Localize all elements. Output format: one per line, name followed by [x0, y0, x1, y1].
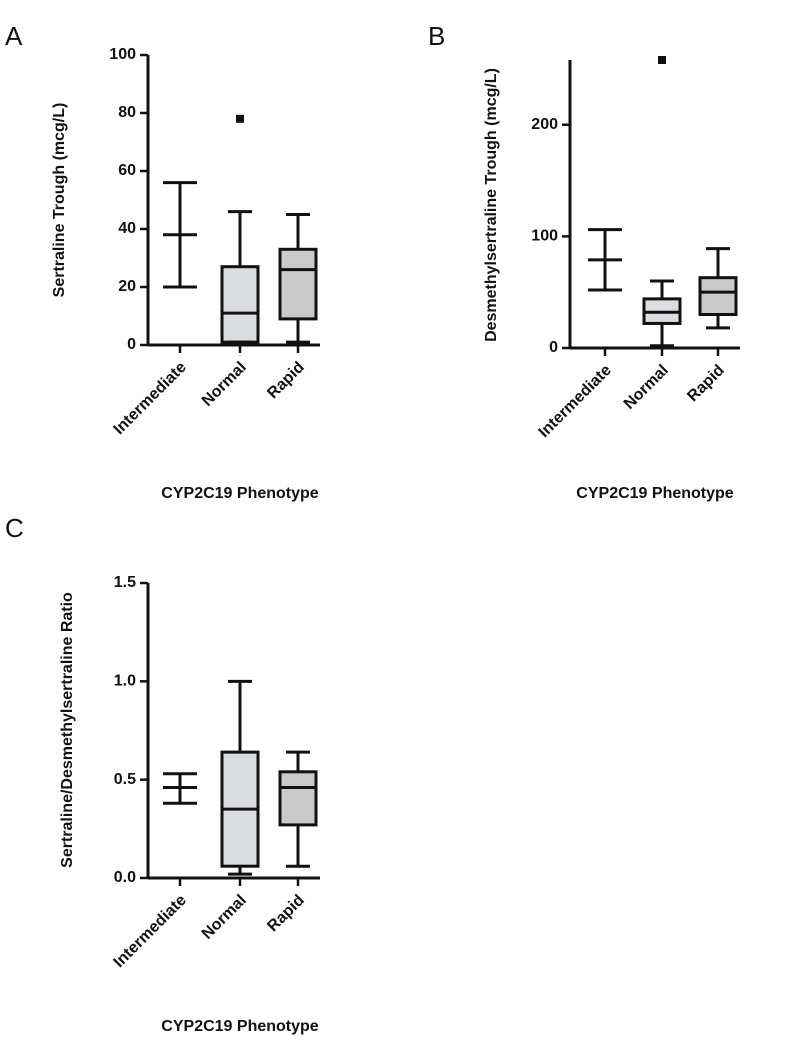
y-axis-label: Sertraline Trough (mcg/L) [51, 103, 68, 298]
y-tick-label: 80 [118, 104, 136, 121]
x-tick-label: Rapid [684, 362, 727, 405]
y-tick-label: 40 [118, 220, 136, 237]
x-tick-label: Normal [621, 362, 672, 413]
panel-label: C [5, 513, 24, 543]
x-tick-label: Intermediate [111, 892, 190, 971]
y-tick-label: 0.0 [114, 869, 136, 886]
x-tick-label: Intermediate [111, 359, 190, 438]
y-axis-label: Sertraline/Desmethylsertraline Ratio [59, 592, 76, 868]
y-tick-label: 0 [127, 336, 136, 353]
y-tick-label: 60 [118, 162, 136, 179]
x-tick-label: Rapid [264, 359, 307, 402]
x-axis-label: CYP2C19 Phenotype [161, 1018, 318, 1035]
box [278, 770, 318, 827]
outlier [658, 56, 666, 64]
y-tick-label: 0.5 [114, 771, 136, 788]
y-tick-label: 200 [531, 116, 558, 133]
x-tick-label: Normal [199, 359, 250, 410]
y-tick-label: 100 [109, 46, 136, 63]
y-tick-label: 0 [549, 339, 558, 356]
y-axis-label: Desmethylsertraline Trough (mcg/L) [483, 68, 500, 342]
box [220, 265, 260, 344]
x-tick-label: Rapid [264, 892, 307, 935]
y-tick-label: 100 [531, 228, 558, 245]
box [698, 276, 738, 317]
x-tick-label: Normal [199, 892, 250, 943]
y-tick-label: 20 [118, 278, 136, 295]
outlier [236, 114, 244, 123]
panel-label: B [428, 21, 445, 51]
y-tick-label: 1.5 [114, 574, 136, 591]
x-axis-label: CYP2C19 Phenotype [161, 485, 318, 502]
box [278, 247, 318, 321]
y-tick-label: 1.0 [114, 673, 136, 690]
x-axis-label: CYP2C19 Phenotype [576, 485, 733, 502]
x-tick-label: Intermediate [536, 362, 615, 441]
panel-label: A [5, 21, 23, 51]
